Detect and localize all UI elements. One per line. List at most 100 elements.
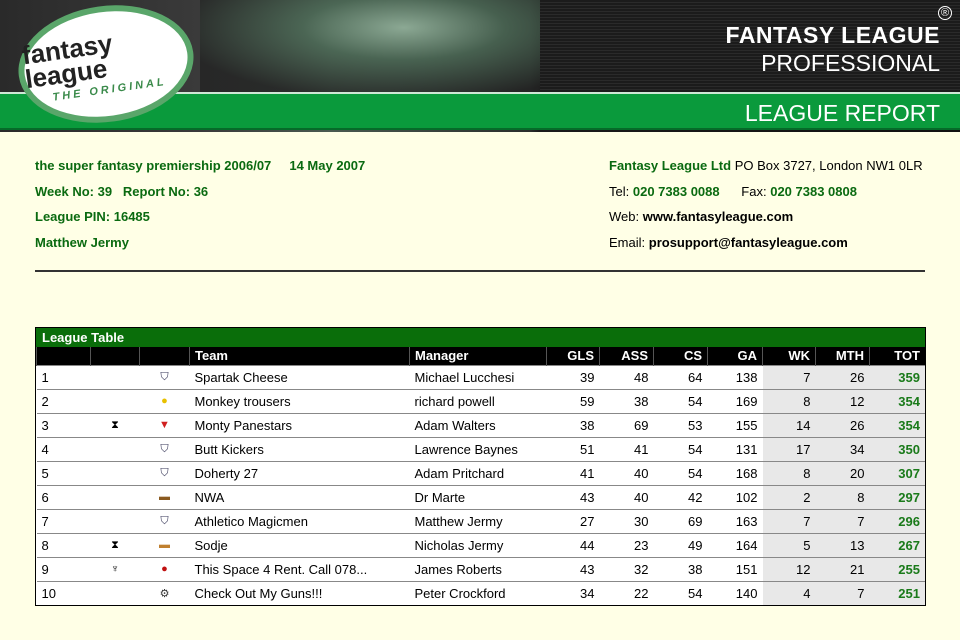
team-name[interactable]: Monty Panestars [189,412,410,437]
team-name[interactable]: Spartak Cheese [189,364,410,389]
stat-wk: 12 [762,556,816,581]
trophy-cell [90,436,140,461]
header-texture [540,0,960,92]
table-row[interactable]: 5 ⛉ Doherty 27 Adam Pritchard 41 40 54 168 8 20 30… [36,460,925,485]
manager-name: Dr Marte [409,484,547,509]
stat-wk: 17 [762,436,816,461]
stat-mth: 12 [815,388,870,413]
stat-gls: 44 [546,532,600,557]
email-link[interactable]: prosupport@fantasyleague.com [648,234,848,250]
position: 10 [36,580,91,605]
stat-cs: 42 [653,484,708,509]
stat-gls: 27 [546,508,600,533]
stat-ga: 168 [707,460,763,485]
trophy-cell [90,388,140,413]
stat-mth: 7 [815,508,870,533]
stat-ga: 140 [707,580,763,605]
position: 7 [36,508,91,533]
stat-gls: 43 [546,556,600,581]
hourglass-trophy-icon: ⧗ [111,538,119,551]
email-label: Email: [609,234,646,250]
column-header: Manager [409,347,547,365]
table-row[interactable]: 2 ● Monkey trousers richard powell 59 38 54 169… [36,388,925,413]
stat-tot: 296 [869,508,925,533]
stat-gls: 38 [546,412,600,437]
hourglass-trophy-icon: ⧗ [111,418,119,431]
stat-cs: 54 [653,580,708,605]
header-banner: fantasy league THE ORIGINAL ® FANTASY LE… [0,0,960,134]
company-name: Fantasy League Ltd [609,158,732,173]
stat-ass: 30 [599,508,654,533]
badge-cell: ⛉ [139,436,190,461]
team-name[interactable]: This Space 4 Rent. Call 078... [189,556,410,581]
web-label: Web: [609,209,640,224]
team-name[interactable]: NWA [189,484,410,509]
stat-gls: 34 [546,580,600,605]
stat-tot: 350 [869,436,925,461]
badge-cell: ▬ [139,484,190,509]
league-info: the super fantasy premiership 2006/07 14… [35,153,365,255]
table-row[interactable]: 6 ▬ NWA Dr Marte 43 40 42 102 2 8 297 [36,484,925,509]
stat-wk: 8 [762,460,816,485]
shield-icon: ⛉ [160,442,169,455]
motorbike-icon: ⚙ [159,587,170,600]
table-row[interactable]: 10 ⚙ Check Out My Guns!!! Peter Crockford 34… [36,580,925,605]
trophy-cell: ⧗ [90,412,140,437]
team-name[interactable]: Butt Kickers [189,436,410,461]
trophy-cell [90,460,140,485]
table-row[interactable]: 3 ⧗ ▼ Monty Panestars Adam Walters 38 69 53 155 1… [36,412,925,437]
team-name[interactable]: Doherty 27 [189,460,410,485]
stat-mth: 26 [815,364,870,389]
week-number: Week No: 39 [35,183,113,199]
position: 5 [36,460,91,485]
trophy-cell [90,484,140,509]
column-header: Team [189,347,410,365]
table-row[interactable]: 8 ⧗ ▬ Sodje Nicholas Jermy 44 23 49 164 5 13 267 [36,532,925,557]
stat-mth: 21 [815,556,870,581]
stat-gls: 51 [546,436,600,461]
stat-gls: 43 [546,484,600,509]
table-row[interactable]: 7 ⛉ Athletico Magicmen Matthew Jermy 27 30 69 1… [36,508,925,533]
column-header: TOT [869,347,925,365]
web-link[interactable]: www.fantasyleague.com [642,209,794,224]
manager-name: Lawrence Baynes [409,436,547,461]
trophy-cell [90,508,140,533]
badge-cell: ▬ [139,532,190,557]
badge-cell: ⚙ [139,580,190,605]
team-name[interactable]: Monkey trousers [189,388,410,413]
column-header: GLS [546,347,600,365]
position: 9 [36,556,91,581]
stat-ass: 40 [599,460,654,485]
stat-ga: 169 [707,388,763,413]
trophy-cell: ⧗ [90,532,140,557]
stat-gls: 39 [546,364,600,389]
stat-ass: 38 [599,388,654,413]
brand-subtitle: PROFESSIONAL [761,50,940,76]
registered-mark: ® [938,6,952,20]
stat-ass: 40 [599,484,654,509]
team-name[interactable]: Athletico Magicmen [189,508,410,533]
trophy-cell [90,580,140,605]
team-name[interactable]: Check Out My Guns!!! [189,580,410,605]
stat-mth: 7 [815,580,870,605]
stat-cs: 53 [653,412,708,437]
report-number: Report No: 36 [122,183,209,199]
manager-name: Matthew Jermy [409,508,547,533]
column-header: GA [707,347,763,365]
table-header: Team Manager GLS ASS CS GA WK MTH TOT [36,347,925,365]
stat-cs: 38 [653,556,708,581]
position: 3 [36,412,91,437]
stat-wk: 7 [762,508,816,533]
superman-icon: ▼ [159,419,170,431]
table-row[interactable]: 1 ⛉ Spartak Cheese Michael Lucchesi 39 48 64 13… [36,364,925,389]
brand-title: FANTASY LEAGUE [725,22,940,48]
contact-info: Fantasy League Ltd PO Box 3727, London N… [609,153,923,255]
table-row[interactable]: 9 ♆ ● This Space 4 Rent. Call 078... James R… [36,556,925,581]
manager-name: Peter Crockford [409,580,547,605]
stat-cs: 64 [653,364,708,389]
tel-number: 020 7383 0088 [632,183,720,199]
table-row[interactable]: 4 ⛉ Butt Kickers Lawrence Baynes 51 41 54 131 17… [36,436,925,461]
team-name[interactable]: Sodje [189,532,410,557]
shield-icon: ⛉ [160,514,169,527]
stat-ga: 163 [707,508,763,533]
